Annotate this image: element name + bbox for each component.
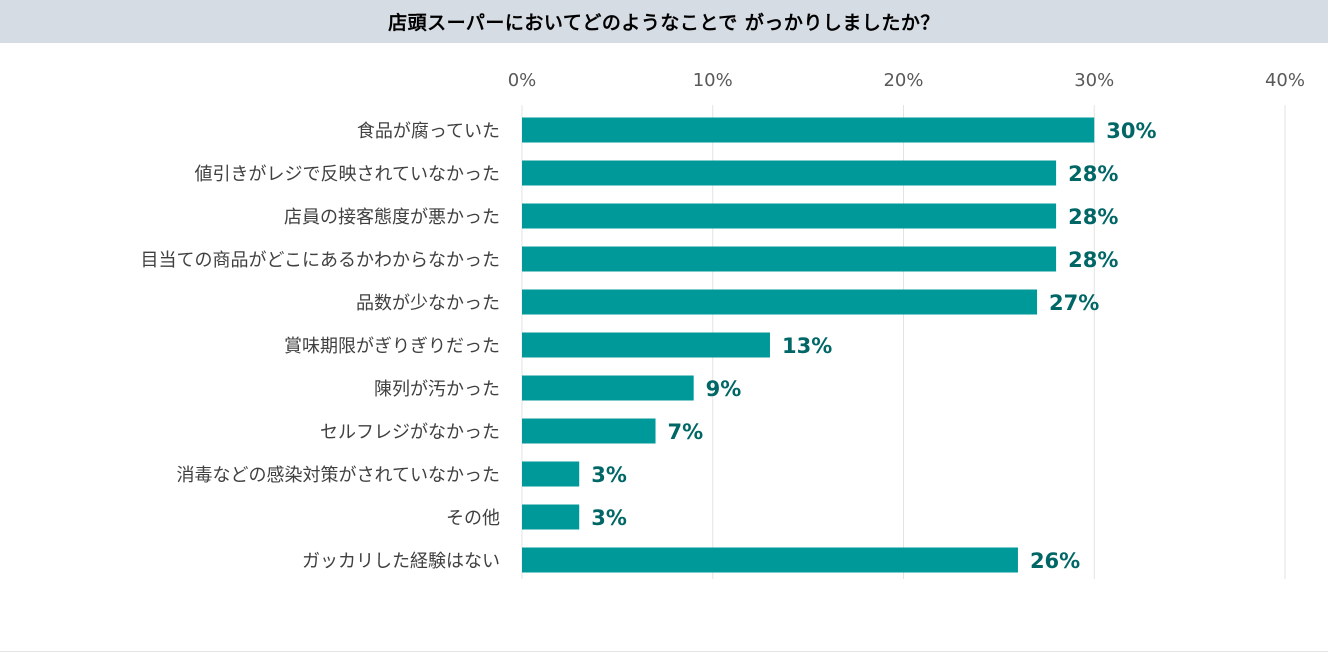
data-label: 26% [1030, 549, 1080, 573]
data-label: 3% [591, 463, 627, 487]
bar [522, 160, 1057, 186]
category-label: 陳列が汚かった [374, 379, 500, 400]
data-label: 3% [591, 506, 627, 530]
category-label: セルフレジがなかった [320, 422, 500, 443]
bar [522, 547, 1018, 573]
bar [522, 375, 694, 401]
bar [522, 332, 770, 358]
bar [522, 418, 656, 444]
category-label: ガッカリした経験はない [302, 551, 500, 572]
x-tick-label: 40% [1265, 70, 1305, 91]
data-label: 13% [782, 334, 832, 358]
data-label: 27% [1049, 291, 1099, 315]
x-tick-label: 30% [1074, 70, 1114, 91]
title-bar: 店頭スーパーにおいてどのようなことで がっかりしましたか？ [0, 0, 1328, 43]
bar-chart: 0% 10% 20% 30% 40% 食品が腐っていた 30% 値引きがレジで反映されていなか… [141, 70, 1305, 579]
category-label: 品数が少なかった [356, 293, 500, 314]
data-label: 7% [668, 420, 704, 444]
bar [522, 117, 1095, 143]
data-label: 28% [1068, 248, 1118, 272]
bar [522, 289, 1038, 315]
category-label: 食品が腐っていた [357, 121, 500, 142]
data-label: 28% [1068, 162, 1118, 186]
category-label: 目当ての商品がどこにあるかわからなかった [141, 250, 500, 271]
bar [522, 461, 580, 487]
bar [522, 504, 580, 530]
category-label: 店員の接客態度が悪かった [284, 207, 500, 228]
category-label: 消毒などの感染対策がされていなかった [177, 465, 500, 486]
chart-title: 店頭スーパーにおいてどのようなことで がっかりしましたか？ [388, 12, 940, 34]
bar [522, 246, 1057, 272]
category-label: 賞味期限がぎりぎりだった [284, 336, 500, 357]
bottom-divider [0, 651, 1328, 652]
data-label: 30% [1106, 119, 1156, 143]
data-label: 9% [706, 377, 742, 401]
x-tick-label: 20% [883, 70, 923, 91]
x-tick-label: 0% [508, 70, 537, 91]
category-label: その他 [446, 508, 500, 529]
x-tick-label: 10% [693, 70, 733, 91]
data-label: 28% [1068, 205, 1118, 229]
category-label: 値引きがレジで反映されていなかった [195, 164, 500, 185]
bar [522, 203, 1057, 229]
